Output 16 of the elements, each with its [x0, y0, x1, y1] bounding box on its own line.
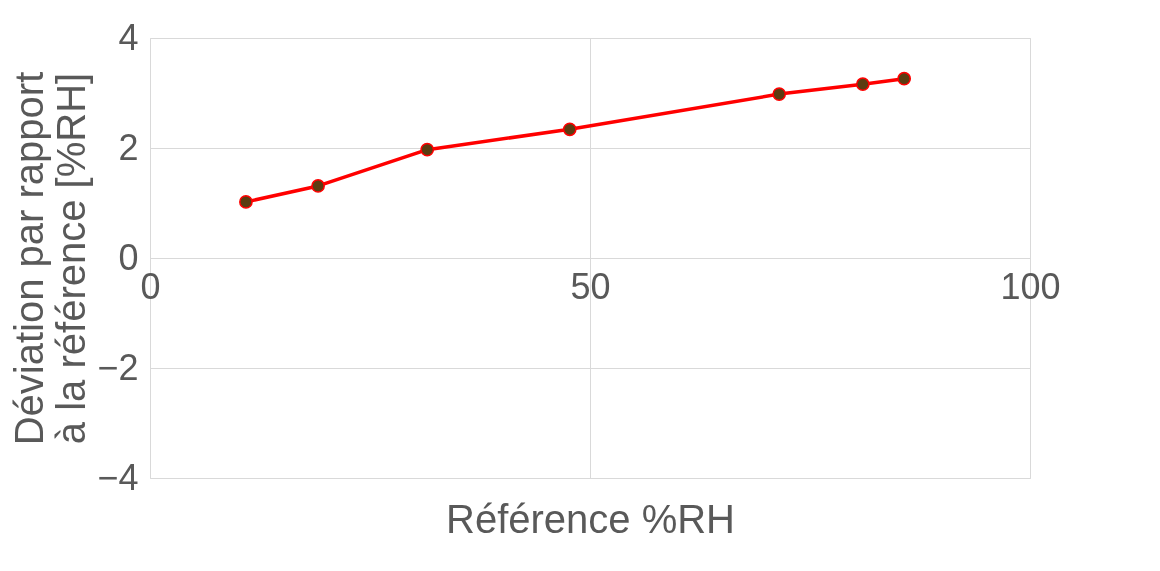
y-tick-label: 0 [118, 236, 139, 278]
y-tick-label: −2 [97, 346, 139, 388]
point [897, 71, 912, 86]
x-tick-label: 50 [570, 265, 611, 307]
x-axis-title: Référence %RH [445, 496, 736, 541]
point [855, 77, 870, 92]
y-axis-title: Déviation par rapport à la référence [%RH] [7, 71, 94, 446]
point [772, 87, 787, 101]
y-tick-label: −4 [97, 456, 139, 498]
point [239, 195, 253, 209]
point [562, 122, 577, 137]
y-tick-label: 4 [118, 16, 139, 58]
point [420, 142, 435, 157]
point [311, 179, 325, 193]
x-tick-label: 100 [1000, 265, 1061, 307]
y-tick-label: 2 [118, 126, 139, 168]
